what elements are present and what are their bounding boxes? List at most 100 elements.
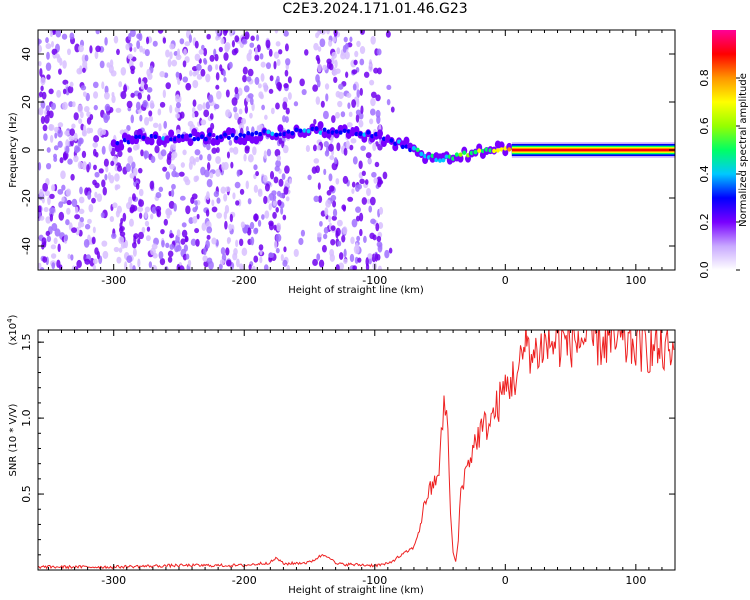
spectrogram-noise-mark [46, 74, 51, 80]
spectrogram-noise-mark [283, 246, 287, 253]
spectrogram-signal-mark [115, 140, 120, 146]
spectrogram-noise-mark [371, 171, 377, 178]
spectrogram-noise-mark [301, 89, 307, 96]
spectrogram-noise-mark [92, 81, 99, 89]
spectrogram-noise-mark [342, 45, 347, 53]
spectrogram-noise-mark [231, 97, 238, 106]
spectrogram-noise-mark [112, 202, 118, 209]
spectrogram-noise-mark [338, 252, 344, 260]
x-tick-label: -200 [232, 574, 257, 587]
spectrogram-noise-mark [331, 51, 337, 59]
spectrogram-noise-mark [215, 155, 221, 165]
spectrogram-noise-mark [57, 140, 63, 148]
spectrogram-noise-mark [332, 200, 337, 208]
spectrogram-noise-mark [215, 84, 220, 90]
spectrogram-noise-mark [357, 257, 362, 263]
spectrogram-noise-mark [195, 63, 202, 71]
spectrogram-noise-mark [209, 172, 214, 179]
spectrogram-noise-mark [384, 249, 390, 259]
spectrogram-noise-mark [38, 60, 42, 67]
spectrogram-noise-mark [159, 257, 166, 266]
spectrogram-noise-mark [87, 190, 92, 200]
snr-y-scale-label: (x104) [6, 314, 19, 345]
spectrogram-noise-mark [274, 148, 281, 157]
spectrogram-noise-mark [46, 51, 50, 60]
spectrogram-noise-mark [69, 81, 74, 88]
spectrogram-noise-mark [341, 204, 347, 211]
spectrogram-noise-mark [336, 219, 343, 227]
spectrogram-noise-mark [370, 218, 376, 225]
spectrogram-noise-mark [57, 129, 63, 138]
spectrogram-noise-mark [160, 229, 165, 235]
spectrogram-noise-mark [87, 218, 92, 224]
spectrogram-noise-mark [92, 264, 97, 270]
spectrogram-noise-mark [220, 37, 225, 45]
spectrogram-noise-mark [352, 83, 357, 91]
spectrogram-noise-mark [275, 102, 280, 110]
spectrogram-noise-mark [42, 256, 48, 263]
spectrogram-noise-mark [334, 59, 338, 69]
spectrogram-noise-mark [167, 58, 172, 68]
spectrogram-noise-mark [67, 253, 71, 260]
spectrogram-noise-mark [132, 265, 136, 270]
y-tick-label: 1.0 [20, 409, 33, 427]
spectrogram-noise-mark [220, 247, 226, 255]
colorbar-tick-label: 0.4 [698, 165, 711, 183]
spectrogram-noise-mark [127, 53, 133, 60]
spectrogram-noise-mark [356, 98, 360, 108]
spectrogram-signal-mark [157, 135, 162, 141]
spectrogram-noise-mark [38, 211, 42, 217]
spectrogram-signal-mark [258, 131, 263, 137]
spectrogram-noise-mark [153, 237, 159, 246]
spectrogram-noise-mark [315, 96, 321, 105]
spectrogram-noise-mark [275, 233, 282, 242]
spectrogram-noise-mark [315, 54, 320, 62]
spectrogram-noise-mark [248, 49, 253, 55]
spectrogram-noise-mark [213, 48, 217, 57]
spectrogram-noise-mark [38, 44, 43, 54]
spectrogram-noise-mark [98, 168, 104, 174]
spectrogram-noise-mark [260, 61, 266, 68]
spectrogram-signal-halo [392, 143, 399, 152]
spectrogram-noise-mark [234, 86, 239, 95]
spectrogram-noise-mark [276, 222, 282, 232]
spectrogram-noise-mark [328, 63, 334, 71]
spectrogram-noise-mark [42, 182, 48, 192]
spectrogram-noise-mark [61, 196, 65, 203]
spectrogram-noise-mark [268, 252, 274, 259]
spectrogram-noise-mark [127, 147, 132, 153]
spectrogram-signal-mark [290, 131, 295, 136]
spectrogram-noise-mark [386, 98, 391, 106]
spectrogram-noise-mark [326, 190, 332, 196]
snr-x-axis-label: Height of straight line (km) [288, 585, 424, 596]
y-tick-label: 0.5 [20, 485, 33, 503]
spectrogram-noise-mark [205, 209, 210, 217]
spectrogram-noise-mark [165, 171, 171, 180]
snr-panel: -300 -200 -100 0 100 0.5 1.0 1.5 Height of str… [6, 314, 676, 596]
spectrogram-noise-mark [185, 82, 192, 91]
spectrogram-noise-mark [375, 94, 381, 102]
snr-x-ticks: -300 -200 -100 0 100 [47, 330, 676, 587]
spectrogram-noise-mark [170, 189, 175, 198]
spectrogram-noise-mark [89, 45, 93, 54]
spectrogram-noise-mark [71, 123, 76, 129]
spectrogram-signal-halo [317, 121, 324, 130]
spectrogram-noise-mark [179, 38, 185, 45]
spectrogram-signal-mark [495, 148, 500, 153]
spectrogram-noise-mark [386, 84, 392, 91]
spectrogram-noise-mark [385, 30, 391, 38]
spectrogram-signal-halo [136, 128, 143, 137]
spectrogram-noise-mark [57, 188, 64, 195]
spectrogram-noise-mark [185, 253, 190, 260]
spectrogram-noise-mark [111, 95, 116, 104]
spectrogram-noise-mark [48, 110, 54, 119]
spectrogram-noise-mark [252, 265, 256, 270]
spectrogram-noise-mark [178, 171, 185, 177]
spectrogram-noise-mark [388, 247, 393, 254]
spectrogram-noise-mark [313, 42, 319, 51]
spectrogram-noise-mark [151, 206, 157, 214]
spectrogram-noise-mark [89, 127, 94, 134]
spectrogram-noise-mark [102, 250, 109, 259]
spectrogram-noise-mark [83, 124, 87, 133]
